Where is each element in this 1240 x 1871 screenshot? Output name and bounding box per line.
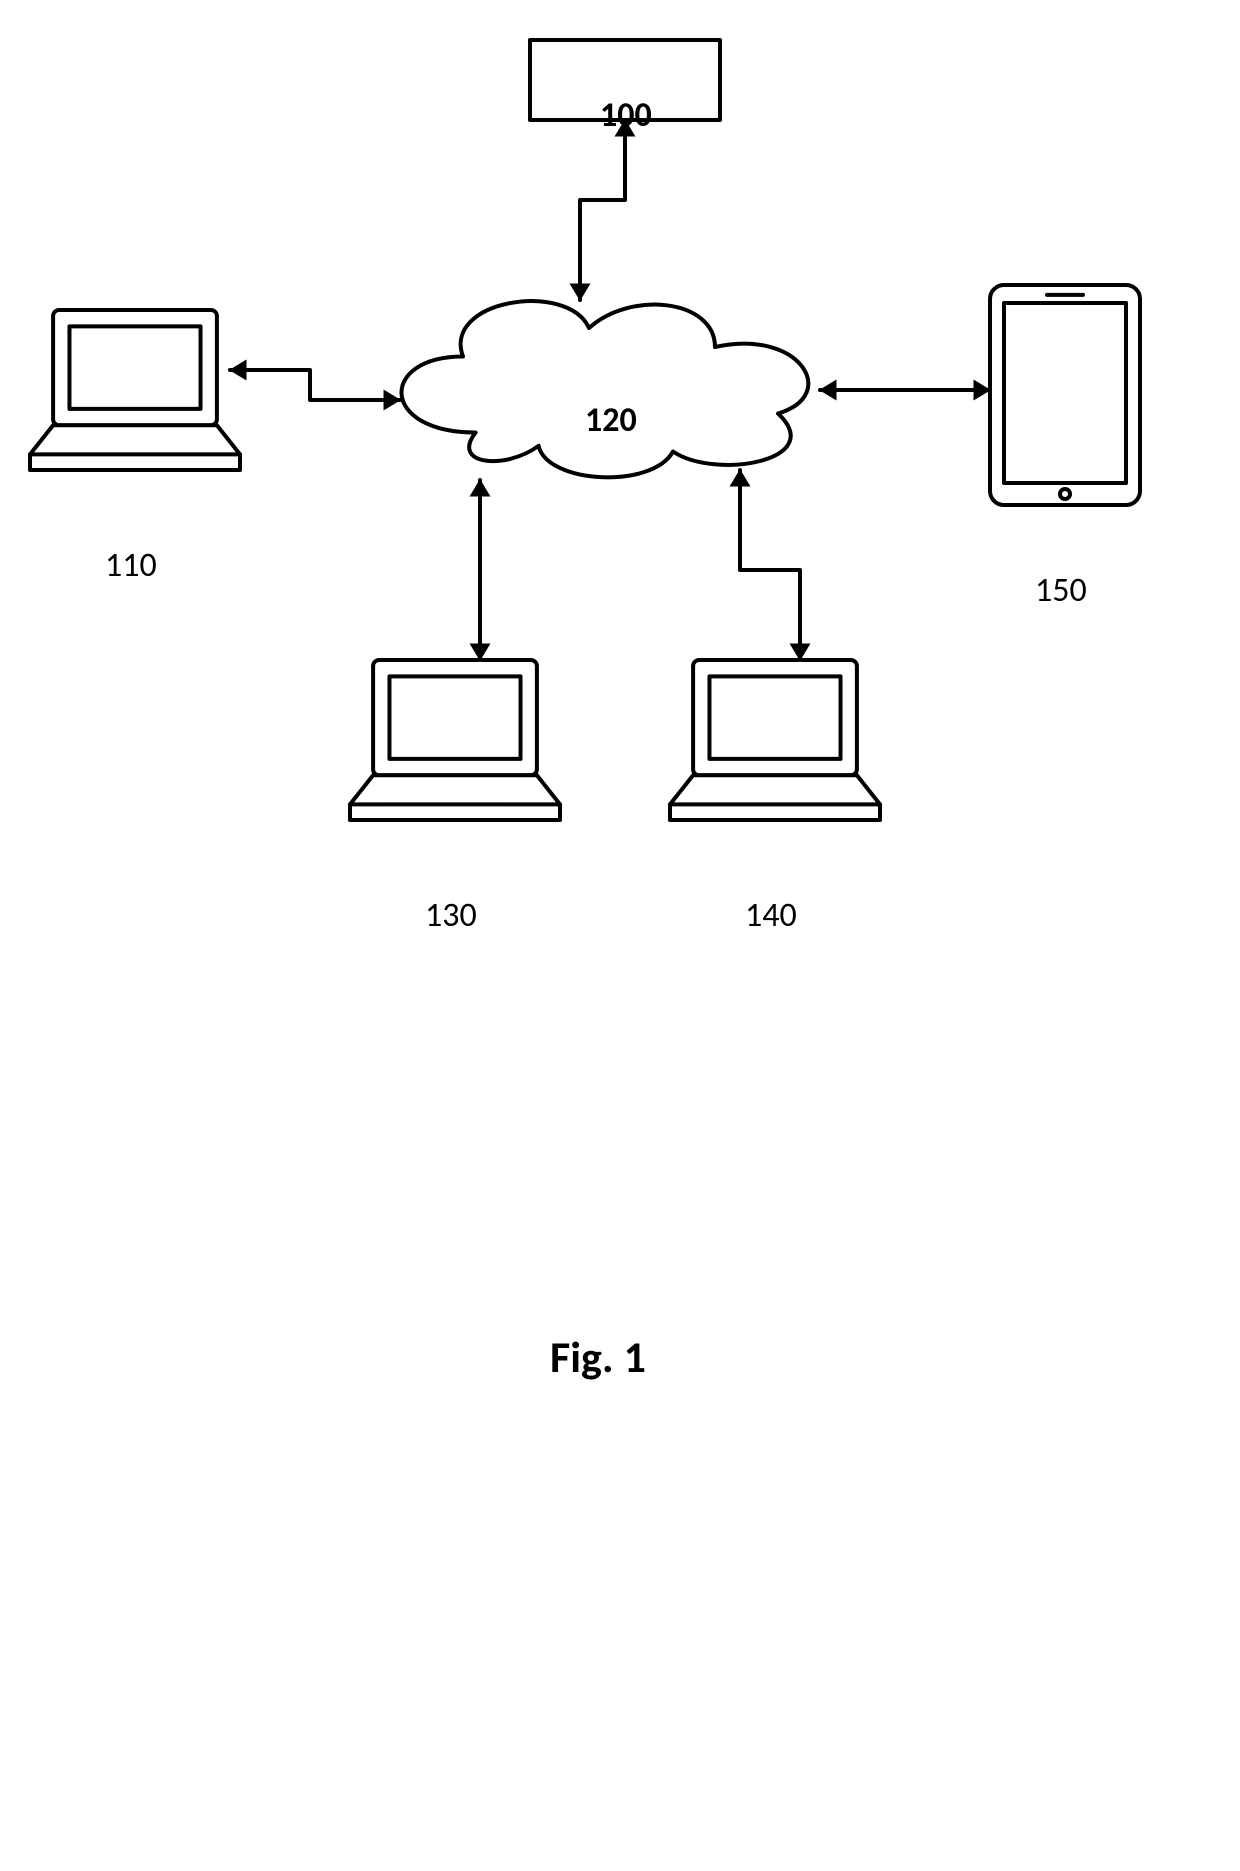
figure-caption: Fig. 1 — [550, 1330, 646, 1384]
node-label-laptop1: 110 — [105, 545, 157, 586]
node-label-laptop2: 130 — [425, 895, 477, 936]
node-label-tablet: 150 — [1035, 570, 1087, 611]
node-label-cloud: 120 — [585, 400, 637, 441]
diagram-svg — [0, 0, 1240, 1871]
node-label-server: 100 — [600, 95, 652, 136]
node-label-laptop3: 140 — [745, 895, 797, 936]
